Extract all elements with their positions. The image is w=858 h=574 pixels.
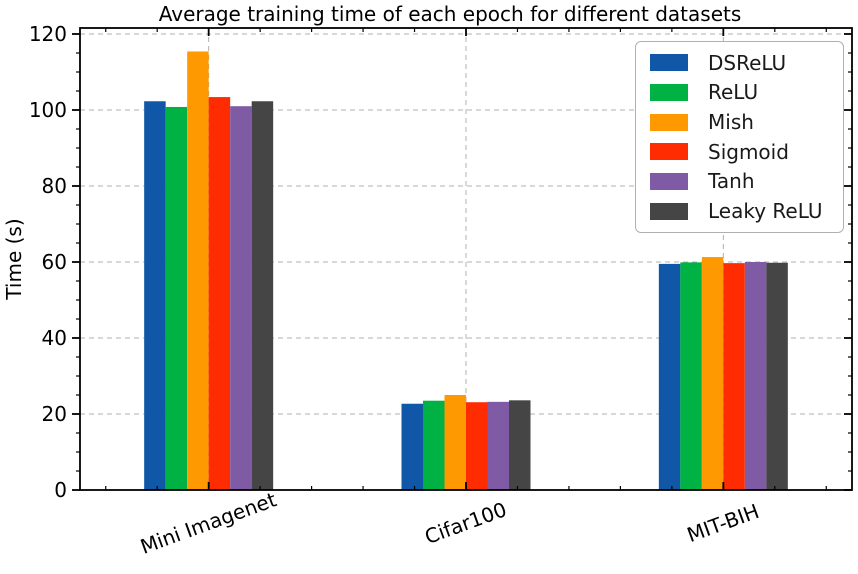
bar-dsrelu-mini-imagenet [144,101,166,490]
y-tick-label: 80 [42,174,67,198]
legend-item-tanh: Tanh [650,169,839,193]
legend-label: DSReLU [708,50,787,75]
y-tick-label: 100 [29,98,67,122]
bar-relu-mit-bih [680,262,702,490]
x-tick-label-cifar100: Cifar100 [422,497,510,549]
legend-item-sigmoid: Sigmoid [650,140,839,164]
legend-swatch [650,172,688,190]
bar-relu-mini-imagenet [165,106,188,491]
bar-mish-cifar100 [444,395,466,490]
bar-relu-cifar100 [423,400,445,490]
bar-leaky-relu-cifar100 [509,400,531,490]
legend-item-dsrelu: DSReLU [650,51,839,75]
bar-leaky-relu-mini-imagenet [251,101,274,490]
bar-mish-mit-bih [701,257,724,490]
bar-tanh-mini-imagenet [230,106,252,490]
y-tick-label: 60 [42,250,67,274]
bar-mish-mini-imagenet [187,51,209,490]
legend-item-leaky-relu: Leaky ReLU [650,199,839,223]
legend-item-relu: ReLU [650,80,839,104]
y-tick-label: 120 [29,22,67,46]
x-tick-label-mini-imagenet: Mini Imagenet [137,487,280,558]
y-tick-label: 20 [42,402,67,426]
chart-title: Average training time of each epoch for … [158,2,742,26]
legend-label: Leaky ReLU [708,199,823,224]
legend-swatch [650,113,688,131]
bar-sigmoid-cifar100 [466,402,488,490]
legend-label: ReLU [708,80,759,105]
bar-sigmoid-mini-imagenet [208,97,231,490]
legend-label: Mish [708,110,754,135]
bar-dsrelu-mit-bih [658,263,681,490]
legend-swatch [650,83,688,101]
y-tick-label: 40 [42,326,67,350]
bar-sigmoid-mit-bih [723,263,745,490]
x-tick-label-mit-bih: MIT-BIH [684,499,762,547]
bar-leaky-relu-mit-bih [766,262,788,490]
y-tick-label: 0 [54,478,67,502]
legend-swatch [650,202,688,220]
legend-label: Tanh [708,169,755,194]
legend-swatch [650,54,688,72]
legend-label: Sigmoid [708,139,789,164]
legend: DSReLU ReLU Mish Sigmoid Tanh Leaky ReLU [635,41,844,233]
bar-dsrelu-cifar100 [401,403,423,490]
legend-swatch [650,143,688,161]
legend-item-mish: Mish [650,110,839,134]
bar-tanh-mit-bih [744,262,767,490]
bar-tanh-cifar100 [487,401,509,490]
